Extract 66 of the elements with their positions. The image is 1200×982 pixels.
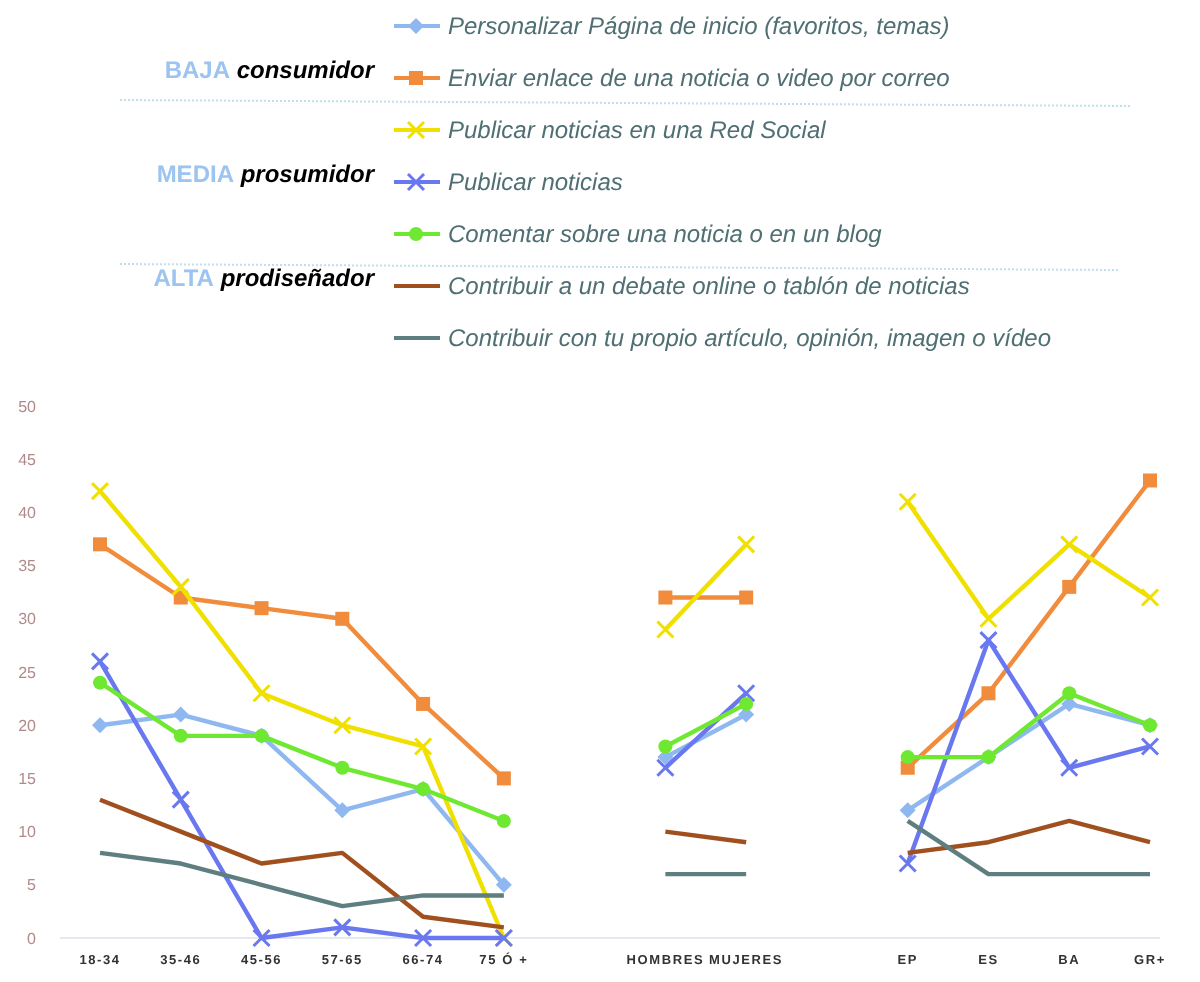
point xyxy=(898,854,918,874)
point xyxy=(739,696,754,711)
point xyxy=(1140,736,1160,756)
legend-label: Contribuir a un debate online o tablón de noticias xyxy=(448,272,970,301)
y-tick-label: 0 xyxy=(27,929,38,948)
legend-label: Personalizar Página de inicio (favoritos, temas) xyxy=(448,12,950,41)
point xyxy=(173,728,188,743)
legend-label: Enviar enlace de una noticia o video por correo xyxy=(448,64,951,93)
point xyxy=(899,802,916,819)
point xyxy=(90,651,110,671)
point xyxy=(739,590,754,605)
point xyxy=(332,917,352,937)
point xyxy=(1062,579,1077,594)
text: BAJA consumidor xyxy=(164,56,377,85)
point xyxy=(252,683,272,703)
point xyxy=(413,736,433,756)
legend-label: Comentar sobre una noticia o en un blog xyxy=(448,220,883,249)
legend-label: Publicar noticias en una Red Social xyxy=(448,116,827,145)
point xyxy=(416,696,431,711)
point xyxy=(978,630,998,650)
point xyxy=(1062,686,1077,701)
y-tick-label: 15 xyxy=(18,770,38,788)
y-tick-label: 30 xyxy=(18,610,38,629)
y-tick-label: 5 xyxy=(27,876,38,895)
point xyxy=(172,706,189,723)
y-tick-label: 45 xyxy=(18,450,38,469)
point xyxy=(171,577,191,597)
point xyxy=(736,534,756,554)
point xyxy=(496,813,511,828)
point xyxy=(736,683,756,703)
point xyxy=(92,717,108,734)
y-tick-label: 25 xyxy=(18,663,38,682)
point xyxy=(93,537,107,552)
point xyxy=(496,771,511,786)
y-tick-label: 40 xyxy=(18,504,38,522)
point xyxy=(655,758,675,778)
point xyxy=(658,739,673,754)
point xyxy=(93,675,107,690)
legend-label: Contribuir con tu propio artículo, opinión, imagen o vídeo xyxy=(448,324,1052,353)
point xyxy=(254,601,269,616)
point xyxy=(981,686,996,701)
point xyxy=(658,590,673,605)
point xyxy=(900,750,915,765)
y-tick-label: 35 xyxy=(18,557,38,576)
point xyxy=(1059,534,1079,554)
y-tick-label: 20 xyxy=(18,716,38,735)
point xyxy=(898,492,918,512)
y-tick-label: 50 xyxy=(18,397,38,416)
text: ALTA prodiseñador xyxy=(153,264,377,293)
point xyxy=(252,928,272,948)
point xyxy=(495,876,512,893)
point xyxy=(90,481,110,501)
point xyxy=(335,611,350,626)
point xyxy=(334,802,351,819)
point xyxy=(655,619,675,639)
legend-label: Publicar noticias xyxy=(448,168,623,197)
point xyxy=(335,760,350,775)
point xyxy=(1059,758,1079,778)
point xyxy=(978,609,998,629)
point xyxy=(413,928,433,948)
point xyxy=(332,715,352,735)
point xyxy=(171,790,191,810)
text: MEDIA prosumidor xyxy=(156,160,377,189)
y-tick-label: 10 xyxy=(18,823,38,842)
point xyxy=(1143,473,1157,488)
point xyxy=(1140,588,1160,608)
